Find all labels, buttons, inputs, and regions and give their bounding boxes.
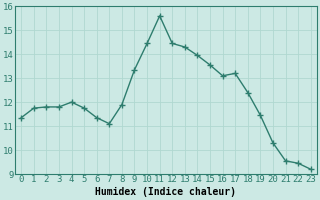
X-axis label: Humidex (Indice chaleur): Humidex (Indice chaleur) (95, 187, 236, 197)
